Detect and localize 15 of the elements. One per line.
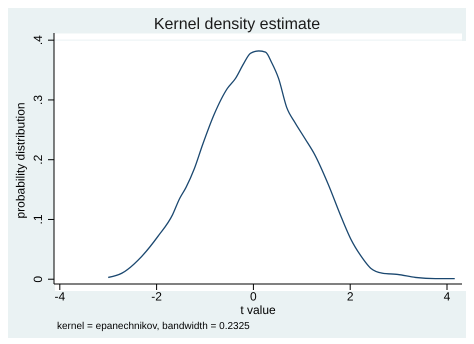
x-axis-title: t value (240, 303, 276, 317)
text: kernel = epanechnikov, bandwidth = 0.2325 (57, 321, 250, 332)
y-tick-label: .4 (31, 34, 45, 46)
y-tick-label: 0 (31, 276, 45, 283)
x-tick-label: 4 (444, 290, 451, 304)
y-tick-label: .2 (31, 154, 45, 165)
x-tick-label: -4 (54, 290, 66, 304)
x-tick-label: 2 (346, 290, 354, 304)
line-series (108, 50, 456, 280)
x-tick-label: -2 (151, 290, 162, 304)
y-tick-label: .3 (31, 94, 45, 105)
chart-title: Kernel density estimate (152, 16, 322, 34)
x-tick-label: 0 (250, 290, 258, 304)
y-tick-label: .1 (31, 214, 45, 224)
y-axis-title: probability distribution (13, 102, 28, 218)
